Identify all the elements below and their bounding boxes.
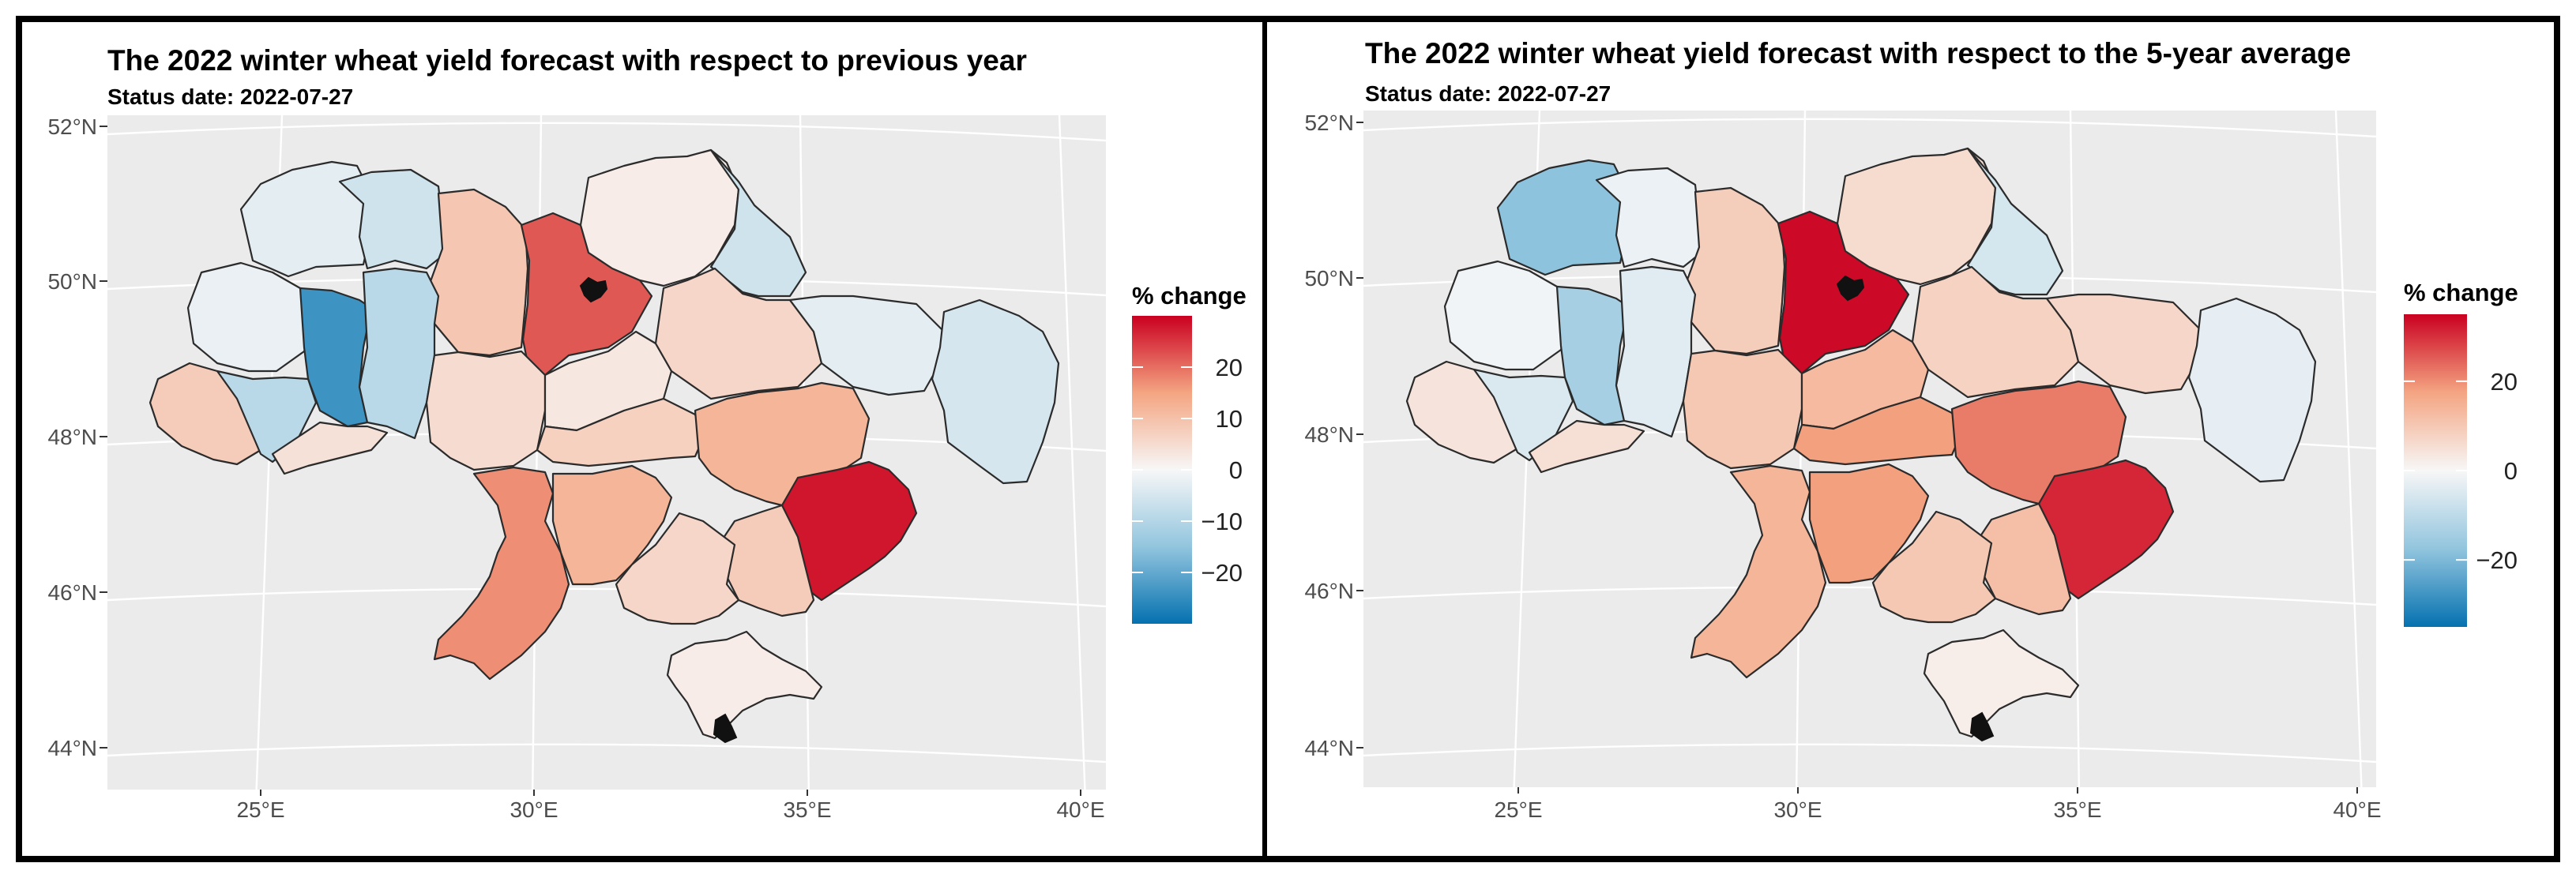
latitude-label: 52°N <box>47 114 97 139</box>
panel-title: The 2022 winter wheat yield forecast wit… <box>1365 37 2351 69</box>
legend-tick-label: 0 <box>2504 457 2518 485</box>
region-chernivtsi[interactable] <box>271 421 389 475</box>
region-crimea[interactable] <box>666 630 823 740</box>
longitude-label: 25°E <box>1494 797 1542 822</box>
longitude-line <box>1058 114 1086 790</box>
panel-divider <box>1262 16 1267 862</box>
longitude-label: 40°E <box>2333 797 2381 822</box>
latitude-label: 52°N <box>1304 111 1354 135</box>
latitude-line <box>1363 743 2377 764</box>
longitude-label: 40°E <box>1056 797 1104 822</box>
legend-tick-label: −20 <box>1201 559 1243 587</box>
latitude-line <box>107 587 1107 608</box>
status-date: Status date: 2022-07-27 <box>1365 81 1611 106</box>
region-kherson[interactable] <box>1871 510 1997 624</box>
region-lviv[interactable] <box>1443 260 1574 371</box>
panel-title: The 2022 winter wheat yield forecast wit… <box>107 44 1027 77</box>
region-ivano-frankivsk[interactable] <box>216 370 318 463</box>
latitude-line <box>1363 586 2377 606</box>
region-layer <box>149 148 1060 744</box>
region-rivne[interactable] <box>1595 167 1705 268</box>
region-kirovohrad[interactable] <box>1792 396 1961 466</box>
latitude-line <box>107 122 1107 142</box>
region-ivano-frankivsk[interactable] <box>1472 368 1574 462</box>
legend-title: % change <box>1132 282 1247 310</box>
map-panel-previous-year: The 2022 winter wheat yield forecast wit… <box>47 44 1246 822</box>
latitude-label: 50°N <box>47 269 97 294</box>
latitude-label: 44°N <box>47 736 97 760</box>
longitude-label: 35°E <box>2053 797 2101 822</box>
region-chernihiv[interactable] <box>579 148 740 287</box>
latitude-line <box>1363 118 2377 138</box>
longitude-label: 30°E <box>510 797 558 822</box>
latitude-label: 44°N <box>1304 736 1354 760</box>
region-chernihiv[interactable] <box>1836 147 1997 286</box>
sevastopol-area <box>1969 711 1995 742</box>
region-luhansk[interactable] <box>2187 297 2317 483</box>
latitude-label: 46°N <box>1304 579 1354 603</box>
longitude-line <box>2334 110 2363 788</box>
region-chernivtsi[interactable] <box>1528 419 1645 474</box>
figure-frame <box>16 16 2560 862</box>
region-odesa[interactable] <box>433 466 570 681</box>
region-luhansk[interactable] <box>931 298 1060 485</box>
legend-title: % change <box>2404 279 2518 306</box>
region-kirovohrad[interactable] <box>536 397 705 467</box>
region-rivne[interactable] <box>338 168 448 270</box>
latitude-label: 46°N <box>47 580 97 605</box>
latitude-label: 48°N <box>47 425 97 449</box>
region-zhytomyr[interactable] <box>425 188 529 357</box>
region-zaporizhzhia[interactable] <box>1974 502 2072 616</box>
legend-tick-label: 10 <box>1216 405 1243 433</box>
region-zhytomyr[interactable] <box>1682 186 1786 355</box>
legend-tick-label: 20 <box>2491 368 2518 396</box>
kyiv-city-area <box>579 276 608 303</box>
map-panel-5-year-average: The 2022 winter wheat yield forecast wit… <box>1304 37 2518 822</box>
longitude-label: 35°E <box>783 797 831 822</box>
legend-tick-label: 20 <box>1216 354 1243 381</box>
kyiv-city-area <box>1836 275 1865 302</box>
latitude-label: 50°N <box>1304 266 1354 291</box>
region-layer <box>1405 147 2317 742</box>
region-odesa[interactable] <box>1690 464 1827 679</box>
region-vinnytsia[interactable] <box>425 350 547 471</box>
legend-tick-label: −10 <box>1201 508 1243 535</box>
legend-tick-label: 0 <box>1229 456 1243 484</box>
region-crimea[interactable] <box>1923 628 2080 738</box>
region-vinnytsia[interactable] <box>1682 348 1803 470</box>
latitude-label: 48°N <box>1304 422 1354 447</box>
longitude-label: 25°E <box>236 797 284 822</box>
region-lviv[interactable] <box>186 261 318 373</box>
sevastopol-area <box>713 713 738 744</box>
status-date: Status date: 2022-07-27 <box>107 84 353 109</box>
legend-tick-label: −20 <box>2476 546 2518 574</box>
region-kherson[interactable] <box>615 512 740 625</box>
longitude-label: 30°E <box>1773 797 1822 822</box>
region-mykolaiv[interactable] <box>551 464 673 586</box>
latitude-line <box>107 743 1107 764</box>
region-zaporizhzhia[interactable] <box>717 504 815 617</box>
region-sumy[interactable] <box>709 148 807 298</box>
region-mykolaiv[interactable] <box>1808 463 1930 584</box>
region-sumy[interactable] <box>1966 147 2064 296</box>
